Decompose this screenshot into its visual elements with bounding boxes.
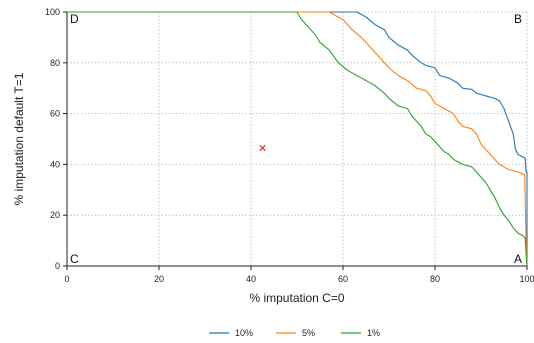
y-tick-label: 20 <box>50 210 60 220</box>
series-line-5pct <box>67 11 528 267</box>
annotations: A B C D <box>70 12 522 266</box>
grid <box>66 11 528 267</box>
x-tick-label: 0 <box>64 274 69 284</box>
y-tick-label: 100 <box>45 7 60 17</box>
corner-label-C: C <box>70 252 79 266</box>
legend-item-1pct: 1% <box>341 328 380 338</box>
legend-label: 5% <box>302 328 315 338</box>
x-tick-label: 100 <box>519 274 534 284</box>
x-axis-title: % imputation C=0 <box>249 291 344 305</box>
series-line-10pct <box>67 11 528 266</box>
y-tick-label: 60 <box>50 109 60 119</box>
legend-label: 1% <box>367 328 380 338</box>
y-axis-title: % imputation default T=1 <box>12 72 26 205</box>
x-tick-label: 40 <box>246 274 256 284</box>
corner-label-B: B <box>514 12 522 26</box>
y-tick-label: 40 <box>50 159 60 169</box>
y-tick-label: 80 <box>50 58 60 68</box>
legend-item-5pct: 5% <box>276 328 315 338</box>
x-tick-label: 20 <box>154 274 164 284</box>
red-x-marker <box>259 144 266 152</box>
axes: 0 20 40 60 80 100 0 20 40 60 80 100 <box>45 7 534 284</box>
x-tick-label: 80 <box>430 274 440 284</box>
corner-label-D: D <box>70 12 79 26</box>
legend-item-10pct: 10% <box>209 328 253 338</box>
x-tick-label: 60 <box>338 274 348 284</box>
legend-label: 10% <box>235 328 253 338</box>
series-line-1pct <box>67 11 528 267</box>
series-lines <box>67 11 528 267</box>
y-tick-label: 0 <box>55 261 60 271</box>
corner-label-A: A <box>514 252 522 266</box>
legend: 10% 5% 1% <box>209 328 380 338</box>
